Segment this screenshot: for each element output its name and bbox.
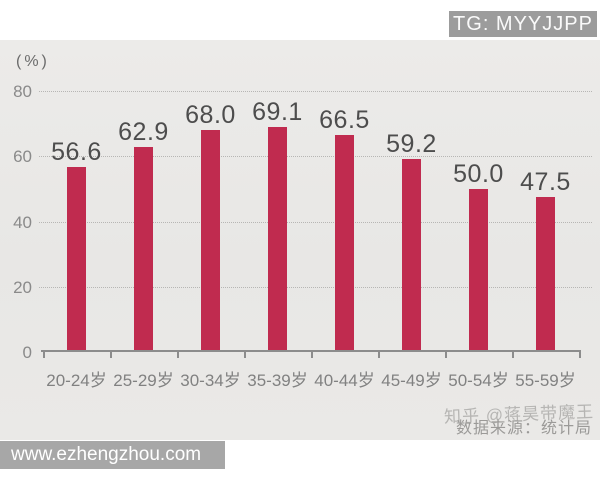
bar-value-label: 66.5 <box>319 106 370 135</box>
gridline-80 <box>39 91 592 92</box>
bar-value-label: 50.0 <box>453 159 504 188</box>
y-tick-label: 0 <box>22 343 32 362</box>
gridline-40 <box>39 221 592 223</box>
data-source-note: 数据来源：统计局 <box>455 420 592 437</box>
bar-value-label: 59.2 <box>386 129 437 158</box>
bar <box>402 158 421 352</box>
x-axis-label: 30-34岁 <box>180 371 241 390</box>
bar <box>469 188 488 352</box>
bar <box>335 135 354 352</box>
x-axis-line <box>41 350 580 352</box>
bar <box>536 197 555 352</box>
x-axis-tick <box>244 350 246 358</box>
y-tick-label: 80 <box>13 82 32 101</box>
bar-value-label: 69.1 <box>252 97 303 126</box>
x-axis-tick <box>177 350 179 358</box>
site-url-badge: www.ezhengzhou.com <box>0 441 225 469</box>
y-tick-label: 60 <box>13 147 32 167</box>
x-axis-label: 35-39岁 <box>247 371 308 390</box>
x-axis-label: 50-54岁 <box>448 371 509 390</box>
y-tick-label: 40 <box>13 212 32 232</box>
y-axis-unit-label: (%) <box>16 53 50 70</box>
x-axis-label: 20-24岁 <box>46 371 107 390</box>
x-axis-tick <box>43 350 45 358</box>
bar-value-label: 56.6 <box>51 138 102 167</box>
x-axis-tick <box>512 350 514 358</box>
x-axis-tick <box>579 350 581 358</box>
bar <box>268 126 287 352</box>
gridline-60 <box>39 156 592 158</box>
tg-badge: TG: MYYJJPP <box>449 11 597 37</box>
bar-value-label: 47.5 <box>520 168 571 197</box>
bar-value-label: 62.9 <box>118 117 169 146</box>
x-axis-label: 45-49岁 <box>381 371 442 390</box>
x-axis-tick <box>311 350 313 358</box>
bar <box>67 167 86 352</box>
y-tick-label: 20 <box>13 277 32 297</box>
x-axis-tick <box>110 350 112 358</box>
x-axis-tick <box>378 350 380 358</box>
bar-value-label: 68.0 <box>185 101 236 130</box>
chart-panel: (%) 0 20 40 60 80 56.6 62.9 68.0 69.1 66.5 59.2 50… <box>0 40 600 440</box>
x-axis-label: 55-59岁 <box>515 371 576 390</box>
x-axis-label: 40-44岁 <box>314 371 375 390</box>
bar <box>134 146 153 352</box>
gridline-20 <box>39 286 592 288</box>
x-axis-tick <box>445 350 447 358</box>
x-axis-label: 25-29岁 <box>113 371 174 390</box>
bar <box>201 130 220 352</box>
